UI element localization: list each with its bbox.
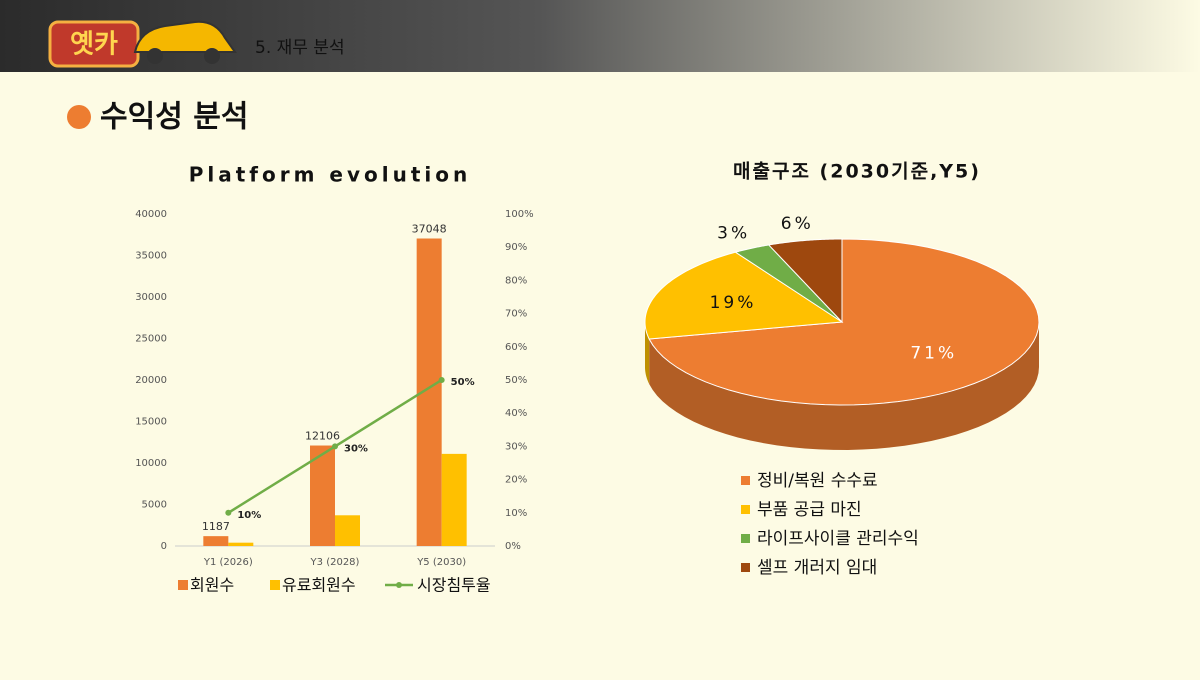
pie-slice bbox=[648, 238, 1040, 406]
y-tick-label: 10000 bbox=[135, 458, 167, 469]
x-tick-label: Y5 (2030) bbox=[416, 557, 466, 568]
data-label: 19% bbox=[710, 293, 757, 313]
bar bbox=[441, 453, 467, 546]
y-tick-label: 20000 bbox=[135, 375, 167, 386]
y2-tick-label: 50% bbox=[505, 375, 527, 386]
data-label: 10% bbox=[237, 510, 261, 521]
y2-tick-label: 90% bbox=[505, 242, 527, 253]
legend-label: 라이프사이클 관리수익 bbox=[757, 529, 919, 549]
y-tick-label: 35000 bbox=[135, 251, 167, 262]
legend-label: 회원수 bbox=[190, 576, 234, 595]
bar bbox=[203, 536, 229, 546]
line-point bbox=[225, 509, 232, 516]
legend-label: 시장침투율 bbox=[417, 576, 491, 595]
y2-tick-label: 100% bbox=[505, 209, 534, 220]
chart-title: 매출구조 (2030기준,Y5) bbox=[733, 161, 981, 183]
y2-tick-label: 0% bbox=[505, 541, 521, 552]
heading: 수익성 분석 bbox=[100, 100, 248, 135]
bar bbox=[310, 445, 335, 546]
pie-side bbox=[649, 322, 1039, 450]
line-point bbox=[332, 443, 338, 450]
legend-swatch bbox=[741, 505, 750, 514]
legend-swatch bbox=[270, 580, 280, 590]
section-title: 5. 재무 분석 bbox=[255, 38, 345, 58]
pie-slice bbox=[767, 238, 843, 324]
legend-swatch bbox=[396, 582, 402, 588]
x-tick-label: Y3 (2028) bbox=[310, 557, 360, 568]
data-label: 37048 bbox=[412, 223, 447, 236]
data-label: 30% bbox=[344, 443, 368, 454]
data-label: 6% bbox=[781, 214, 814, 234]
y2-tick-label: 10% bbox=[505, 508, 527, 519]
data-label: 12106 bbox=[305, 430, 340, 443]
pie-slice bbox=[644, 251, 844, 340]
legend-swatch bbox=[178, 580, 188, 590]
x-tick-label: Y1 (2026) bbox=[203, 557, 253, 568]
y-tick-label: 5000 bbox=[142, 500, 167, 511]
legend-label: 셀프 개러지 임대 bbox=[757, 558, 877, 578]
legend-swatch bbox=[741, 563, 750, 572]
data-label: 50% bbox=[451, 377, 475, 388]
legend-swatch bbox=[741, 476, 750, 485]
bar bbox=[228, 542, 254, 546]
y-tick-label: 15000 bbox=[135, 417, 167, 428]
y2-tick-label: 70% bbox=[505, 309, 527, 320]
legend-swatch bbox=[741, 534, 750, 543]
y-tick-label: 25000 bbox=[135, 334, 167, 345]
line-point bbox=[438, 377, 445, 383]
y2-tick-label: 60% bbox=[505, 342, 527, 353]
data-label: 3% bbox=[717, 223, 750, 243]
y2-tick-label: 20% bbox=[505, 475, 527, 486]
legend-label: 부품 공급 마진 bbox=[757, 500, 862, 520]
legend-label: 정비/복원 수수료 bbox=[757, 471, 878, 491]
y-tick-label: 0 bbox=[161, 541, 167, 552]
logo: 옛카 bbox=[70, 30, 118, 60]
data-label: 71% bbox=[910, 343, 957, 363]
bar bbox=[335, 515, 360, 546]
y-tick-label: 40000 bbox=[135, 209, 167, 220]
y2-tick-label: 30% bbox=[505, 441, 527, 452]
bullet bbox=[67, 105, 91, 129]
y-tick-label: 30000 bbox=[135, 292, 167, 303]
pie-slice bbox=[734, 244, 843, 323]
chart-title: Platform evolution bbox=[189, 163, 472, 187]
car-icon bbox=[133, 20, 237, 64]
legend-label: 유료회원수 bbox=[282, 576, 356, 595]
y2-tick-label: 40% bbox=[505, 408, 527, 419]
y2-tick-label: 80% bbox=[505, 275, 527, 286]
data-label: 1187 bbox=[202, 520, 230, 533]
